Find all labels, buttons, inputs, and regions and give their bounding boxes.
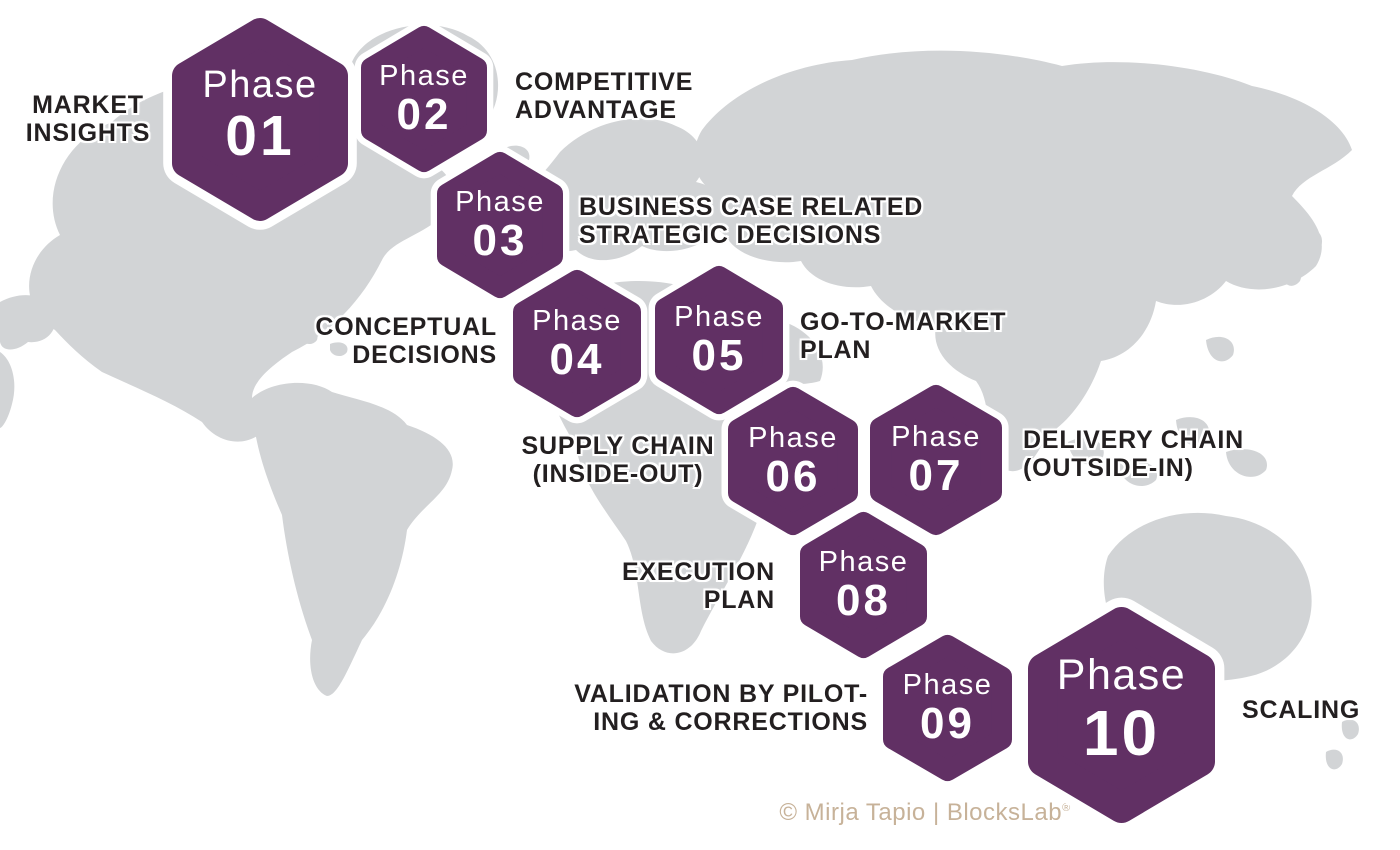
phase-06-hexagon: Phase 06 [721, 380, 865, 542]
phase-10-label: Phase [1056, 651, 1187, 699]
phase-03-number: 03 [472, 216, 528, 265]
phase-09-number: 09 [920, 699, 975, 748]
phase-07-hexagon: Phase 07 [863, 378, 1009, 542]
annotation-business-case: BUSINESS CASE RELATED STRATEGIC DECISION… [579, 193, 924, 249]
islands-arctic [348, 176, 431, 240]
phase-10-number: 10 [1082, 697, 1161, 769]
islands-japan [1281, 228, 1323, 286]
annotation-go-to-market: GO-TO-MARKET PLAN [800, 308, 1007, 364]
registered-mark: ® [1062, 802, 1071, 814]
continent-asia [694, 50, 1352, 472]
phase-03-hexagon: Phase 03 [430, 145, 570, 305]
annotation-delivery-chain: DELIVERY CHAIN (OUTSIDE-IN) [1023, 426, 1244, 482]
phase-08-number: 08 [836, 576, 891, 625]
continent-alaska-strip [0, 352, 15, 428]
copyright-text: © Mirja Tapio | BlocksLab® [735, 799, 1115, 827]
annotation-scaling: SCALING [1242, 696, 1361, 724]
copyright-main: © Mirja Tapio | BlocksLab [779, 799, 1063, 826]
phase-03-label: Phase [455, 186, 545, 218]
phase-01-hexagon: Phase 01 [163, 9, 357, 230]
annotation-validation: VALIDATION BY PILOT- ING & CORRECTIONS [574, 680, 868, 736]
phase-06-label: Phase [748, 422, 838, 454]
annotation-supply-chain: SUPPLY CHAIN (INSIDE-OUT) [521, 432, 715, 488]
phase-05-number: 05 [691, 331, 747, 380]
annotation-competitive-advantage: COMPETITIVE ADVANTAGE [515, 68, 694, 124]
phase-02-label: Phase [379, 60, 469, 92]
annotation-market-insights: MARKET INSIGHTS [25, 91, 151, 147]
phase-10-hexagon: Phase 10 [1018, 597, 1225, 833]
phase-02-number: 02 [396, 90, 452, 139]
phase-04-hexagon: Phase 04 [506, 263, 648, 424]
phase-09-hexagon: Phase 09 [876, 628, 1019, 788]
phase-07-number: 07 [908, 451, 964, 500]
continent-south-america [252, 382, 453, 696]
phase-01-number: 01 [225, 103, 295, 168]
continent-alaska [0, 295, 56, 350]
annotation-conceptual-decisions: CONCEPTUAL DECISIONS [315, 313, 497, 369]
phase-01-label: Phase [202, 63, 318, 106]
annotation-execution-plan: EXECUTION PLAN [621, 558, 775, 614]
phase-08-hexagon: Phase 08 [793, 505, 934, 665]
phase-04-number: 04 [549, 334, 605, 384]
phase-09-label: Phase [902, 669, 993, 701]
islands-se-asia [1068, 336, 1267, 486]
islands-caribbean [300, 330, 348, 357]
phase-04-label: Phase [532, 304, 622, 337]
islands-new-zealand [1325, 719, 1359, 770]
phase-05-hexagon: Phase 05 [648, 259, 790, 421]
phase-06-number: 06 [765, 452, 821, 501]
phase-05-label: Phase [674, 301, 764, 333]
phase-07-label: Phase [891, 421, 981, 453]
phase-08-label: Phase [818, 546, 909, 578]
phase-02-hexagon: Phase 02 [354, 19, 494, 179]
